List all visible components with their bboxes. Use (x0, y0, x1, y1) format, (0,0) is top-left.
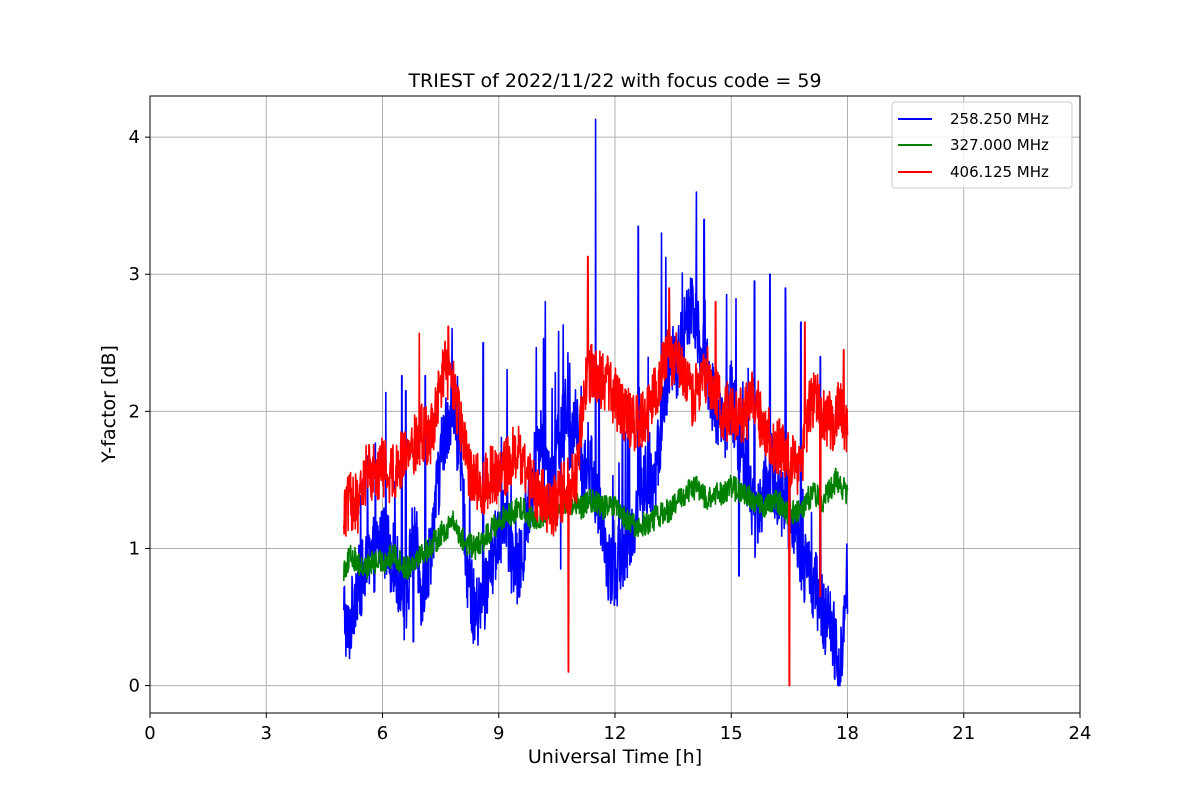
x-tick-label: 9 (493, 723, 504, 744)
y-axis-ticks: 0 1 2 3 4 (129, 127, 150, 697)
x-tick-label: 6 (377, 723, 388, 744)
x-tick-label: 21 (952, 723, 975, 744)
x-axis-label: Universal Time [h] (528, 746, 702, 768)
x-tick-label: 0 (144, 723, 155, 744)
series-layer (343, 118, 849, 687)
series-line-2 (343, 255, 849, 687)
y-tick-label: 0 (129, 676, 140, 697)
x-tick-label: 24 (1069, 723, 1092, 744)
legend-label-406: 406.125 MHz (950, 163, 1049, 181)
x-tick-label: 3 (261, 723, 272, 744)
chart-title: TRIEST of 2022/11/22 with focus code = 5… (407, 70, 821, 92)
x-tick-label: 18 (836, 723, 859, 744)
y-tick-label: 2 (129, 401, 140, 422)
series-line-1 (343, 467, 849, 582)
y-tick-label: 4 (129, 127, 140, 148)
y-tick-label: 1 (129, 538, 140, 559)
x-tick-label: 12 (604, 723, 627, 744)
y-tick-label: 3 (129, 264, 140, 285)
x-axis-ticks: 0 3 6 9 12 15 18 21 24 (144, 713, 1091, 744)
plot-area (343, 118, 849, 687)
legend-box (891, 101, 1073, 189)
x-tick-label: 15 (720, 723, 743, 744)
y-axis-label: Y-factor [dB] (98, 345, 120, 464)
legend-label-258: 258.250 MHz (950, 110, 1049, 128)
legend: 258.250 MHz 327.000 MHz 406.125 MHz (891, 101, 1073, 189)
legend-label-327: 327.000 MHz (950, 136, 1049, 154)
